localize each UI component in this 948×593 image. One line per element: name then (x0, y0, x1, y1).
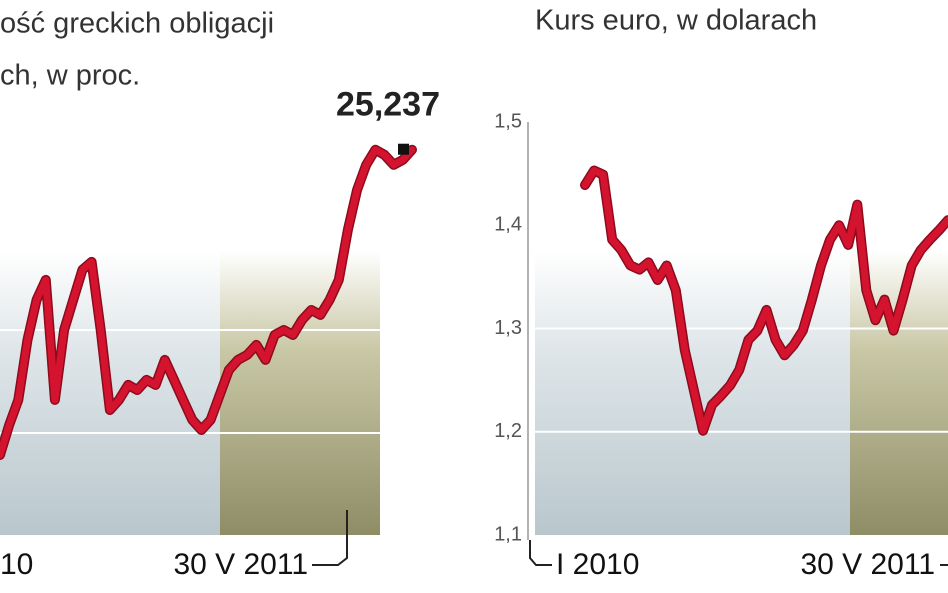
y-tick-label: 1,5 (494, 110, 522, 132)
x-tick-label: 10 (0, 548, 33, 581)
value-label: 25,237 (336, 86, 440, 124)
data-line (0, 146, 416, 459)
plot-highlight (220, 250, 380, 535)
x-tick-label: 30 V 2011 (173, 548, 308, 581)
y-tick-label: 1,2 (494, 420, 522, 442)
y-tick-label: 1,1 (494, 523, 522, 545)
chart-title: Kurs euro, w dolarach (535, 5, 817, 37)
x-tick-label: I 2010 (556, 548, 639, 581)
end-marker (398, 143, 409, 155)
chart-title: ość greckich obligacji (0, 8, 274, 40)
x-tick-label: 30 V 2011 (800, 548, 935, 581)
date-pointer (312, 510, 348, 566)
chart-title: ch, w proc. (0, 60, 140, 92)
y-tick-label: 1,4 (494, 214, 522, 236)
data-line (581, 167, 948, 435)
date-pointer (529, 540, 552, 566)
y-tick-label: 1,3 (494, 317, 522, 339)
